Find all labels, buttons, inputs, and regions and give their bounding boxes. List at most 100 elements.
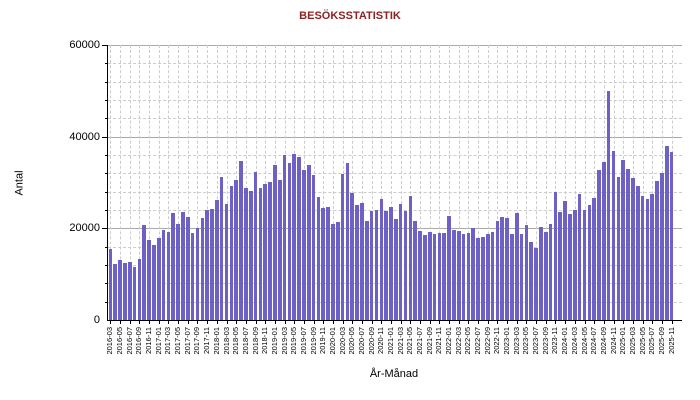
bar bbox=[418, 231, 422, 320]
x-tick bbox=[226, 320, 228, 324]
grid-vertical-line bbox=[158, 45, 160, 320]
x-tick bbox=[236, 320, 238, 324]
bar bbox=[456, 231, 461, 320]
bar bbox=[340, 173, 345, 320]
x-tick bbox=[516, 320, 518, 324]
bar bbox=[147, 239, 151, 320]
x-tick bbox=[526, 320, 528, 324]
bar bbox=[234, 179, 238, 320]
x-tick bbox=[313, 320, 315, 324]
x-tick bbox=[381, 320, 383, 324]
bar bbox=[248, 190, 253, 320]
bar bbox=[611, 151, 616, 320]
bar bbox=[369, 210, 374, 320]
bar bbox=[452, 230, 456, 320]
bar bbox=[306, 165, 311, 320]
x-tick bbox=[139, 320, 141, 324]
x-tick-label: 2023-07 bbox=[531, 327, 541, 355]
y-tick-label: 60000 bbox=[69, 39, 100, 51]
x-tick bbox=[178, 320, 180, 324]
x-tick-label: 2018-07 bbox=[240, 327, 250, 355]
y-axis-title: Antal bbox=[14, 169, 27, 196]
x-tick bbox=[507, 320, 509, 324]
x-tick-label: 2016-05 bbox=[115, 327, 125, 355]
x-tick-label: 2021-05 bbox=[405, 327, 415, 355]
x-tick-label: 2019-03 bbox=[279, 327, 289, 355]
bar bbox=[461, 233, 466, 320]
x-tick-label: 2022-05 bbox=[463, 327, 473, 355]
bar bbox=[311, 174, 316, 320]
x-tick bbox=[197, 320, 199, 324]
grid-vertical-line bbox=[565, 45, 567, 320]
bar bbox=[224, 203, 229, 320]
bar bbox=[258, 187, 263, 320]
bar bbox=[200, 218, 205, 320]
x-tick bbox=[478, 320, 480, 324]
x-tick bbox=[497, 320, 499, 324]
bar bbox=[297, 157, 301, 320]
bar bbox=[495, 220, 500, 320]
bar bbox=[466, 232, 471, 320]
bar bbox=[171, 212, 176, 320]
bar bbox=[244, 188, 248, 320]
x-tick-label: 2024-03 bbox=[569, 327, 579, 355]
y-tick bbox=[105, 155, 108, 156]
grid-vertical-line bbox=[352, 45, 354, 320]
y-tick bbox=[105, 265, 108, 266]
bar bbox=[500, 216, 505, 320]
x-tick-label: 2024-05 bbox=[579, 327, 589, 355]
grid-vertical-line bbox=[187, 45, 189, 320]
grid-vertical-line bbox=[545, 45, 547, 320]
bar bbox=[553, 192, 558, 320]
x-tick-label: 2021-11 bbox=[434, 327, 444, 354]
bar bbox=[606, 90, 611, 320]
bar bbox=[215, 199, 219, 320]
bar bbox=[577, 194, 582, 320]
x-tick bbox=[661, 320, 663, 324]
y-tick bbox=[105, 246, 108, 248]
grid-vertical-line bbox=[168, 45, 170, 320]
bar bbox=[563, 200, 567, 320]
y-tick bbox=[102, 136, 108, 138]
bar bbox=[597, 170, 601, 320]
bar bbox=[413, 221, 417, 320]
x-tick bbox=[429, 320, 431, 324]
bar bbox=[505, 218, 509, 320]
x-tick bbox=[216, 320, 218, 324]
bar bbox=[302, 169, 306, 320]
x-tick-label: 2017-01 bbox=[153, 327, 163, 355]
bar bbox=[529, 241, 534, 320]
grid-minor-line bbox=[108, 63, 682, 65]
grid-minor-line bbox=[108, 100, 682, 101]
bar bbox=[118, 259, 122, 320]
grid-vertical-line bbox=[536, 45, 538, 320]
bar bbox=[471, 228, 476, 320]
grid-vertical-line bbox=[555, 45, 557, 320]
bar bbox=[645, 198, 650, 320]
x-tick bbox=[449, 320, 451, 324]
bar bbox=[616, 177, 621, 320]
bar bbox=[442, 233, 447, 320]
grid-vertical-line bbox=[458, 45, 460, 320]
bar bbox=[437, 232, 442, 320]
x-tick-label: 2023-01 bbox=[502, 327, 512, 355]
bar bbox=[408, 196, 413, 320]
grid-vertical-line bbox=[478, 45, 480, 320]
x-tick-label: 2025-09 bbox=[656, 327, 666, 355]
bar bbox=[326, 207, 330, 320]
grid-vertical-line bbox=[468, 45, 470, 320]
bar bbox=[287, 162, 292, 320]
x-tick-label: 2019-07 bbox=[298, 327, 308, 355]
bar bbox=[427, 231, 432, 320]
x-tick bbox=[613, 320, 615, 324]
bar bbox=[582, 209, 587, 320]
x-tick-label: 2016-09 bbox=[134, 327, 144, 355]
grid-vertical-line bbox=[139, 45, 141, 320]
grid-vertical-line bbox=[120, 45, 122, 320]
x-tick bbox=[545, 320, 547, 324]
bar bbox=[335, 222, 340, 320]
x-tick-label: 2022-07 bbox=[473, 327, 483, 355]
grid-vertical-line bbox=[129, 45, 131, 320]
x-axis-title: År-Månad bbox=[369, 368, 419, 380]
x-tick-label: 2023-05 bbox=[521, 327, 531, 355]
